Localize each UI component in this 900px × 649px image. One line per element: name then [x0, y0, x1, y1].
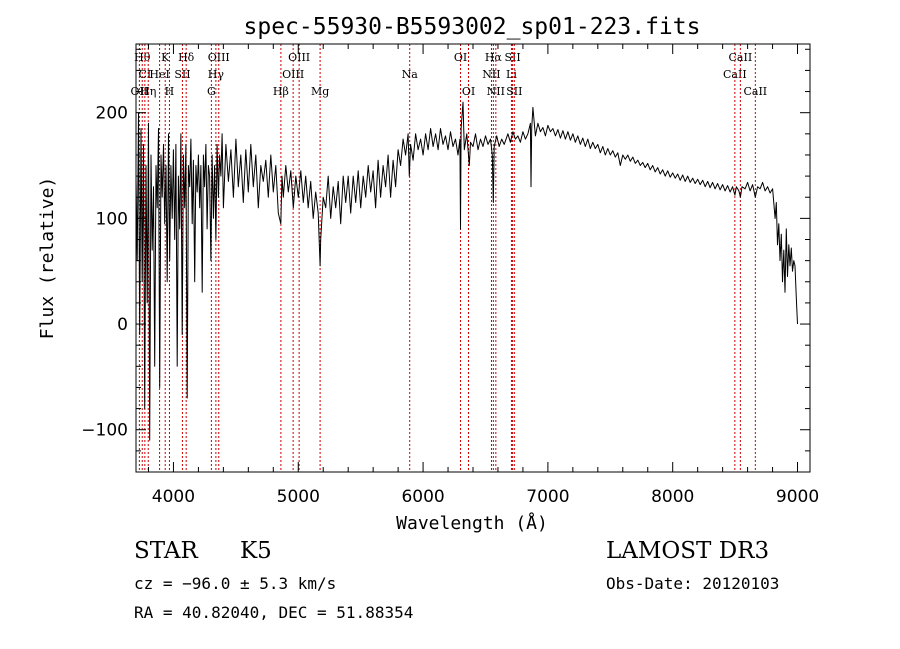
- line-marker-label: OI: [462, 85, 475, 98]
- y-tick-label: 0: [117, 315, 128, 335]
- line-marker-label: Mg: [311, 85, 329, 98]
- line-marker-label: NII: [482, 68, 500, 81]
- x-tick-label: 6000: [401, 487, 444, 507]
- plot-frame: [135, 43, 811, 473]
- line-markers: OIIHθCIHηHeIKHSIIHδGHγOIIIHβOIIIOIIIMgNa…: [131, 44, 767, 472]
- x-tick-label: 4000: [152, 487, 195, 507]
- y-axis-label: Flux (relative): [37, 177, 58, 340]
- line-marker-label: CaII: [729, 51, 753, 64]
- y-tick-label: 200: [96, 104, 128, 124]
- y-axis: −100 0 100 200: [81, 48, 810, 473]
- line-marker-label: Hβ: [273, 85, 289, 98]
- x-tick-label: 7000: [526, 487, 569, 507]
- line-marker-label: HeI: [149, 68, 169, 81]
- y-tick-label: −100: [81, 421, 128, 441]
- object-class: STAR: [134, 538, 198, 564]
- line-marker-label: Li: [506, 68, 517, 81]
- line-marker-label: Hγ: [208, 68, 225, 81]
- spectrum-series: [135, 101, 798, 441]
- line-marker-label: CaII: [723, 68, 747, 81]
- line-marker-label: Hδ: [178, 51, 195, 64]
- line-marker-label: OIII: [288, 51, 310, 64]
- x-axis-label: Wavelength (Å): [396, 512, 548, 534]
- x-tick-label: 9000: [776, 487, 819, 507]
- line-marker-label: SII: [504, 51, 520, 64]
- line-marker-label: NII: [487, 85, 505, 98]
- line-marker-label: OIII: [282, 68, 304, 81]
- line-marker-label: Hη: [140, 85, 156, 98]
- line-marker-label: G: [207, 85, 216, 98]
- survey-label: LAMOST DR3: [606, 538, 770, 564]
- coordinates-readout: RA = 40.82040, DEC = 51.88354: [134, 603, 414, 622]
- x-tick-label: 5000: [277, 487, 320, 507]
- line-marker-label: H: [165, 85, 175, 98]
- line-marker-label: OIII: [208, 51, 230, 64]
- observation-date: Obs-Date: 20120103: [606, 574, 780, 593]
- line-marker-label: SII: [506, 85, 522, 98]
- line-marker-label: Hθ: [134, 51, 151, 64]
- line-marker-label: SII: [174, 68, 190, 81]
- object-subclass: K5: [240, 538, 272, 564]
- line-marker-label: Na: [402, 68, 419, 81]
- line-marker-label: K: [161, 51, 170, 64]
- x-tick-label: 8000: [651, 487, 694, 507]
- spectrum-line-0: [135, 101, 798, 441]
- line-marker-label: OI: [454, 51, 467, 64]
- y-tick-label: 100: [96, 209, 128, 229]
- chart-title: spec-55930-B5593002_sp01-223.fits: [244, 14, 701, 40]
- x-axis: 4000 5000 6000 7000 8000 9000: [147, 44, 819, 507]
- line-marker-label: Hα: [485, 51, 503, 64]
- line-marker-label: CaII: [743, 85, 767, 98]
- redshift-readout: cz = −96.0 ± 5.3 km/s: [134, 574, 337, 593]
